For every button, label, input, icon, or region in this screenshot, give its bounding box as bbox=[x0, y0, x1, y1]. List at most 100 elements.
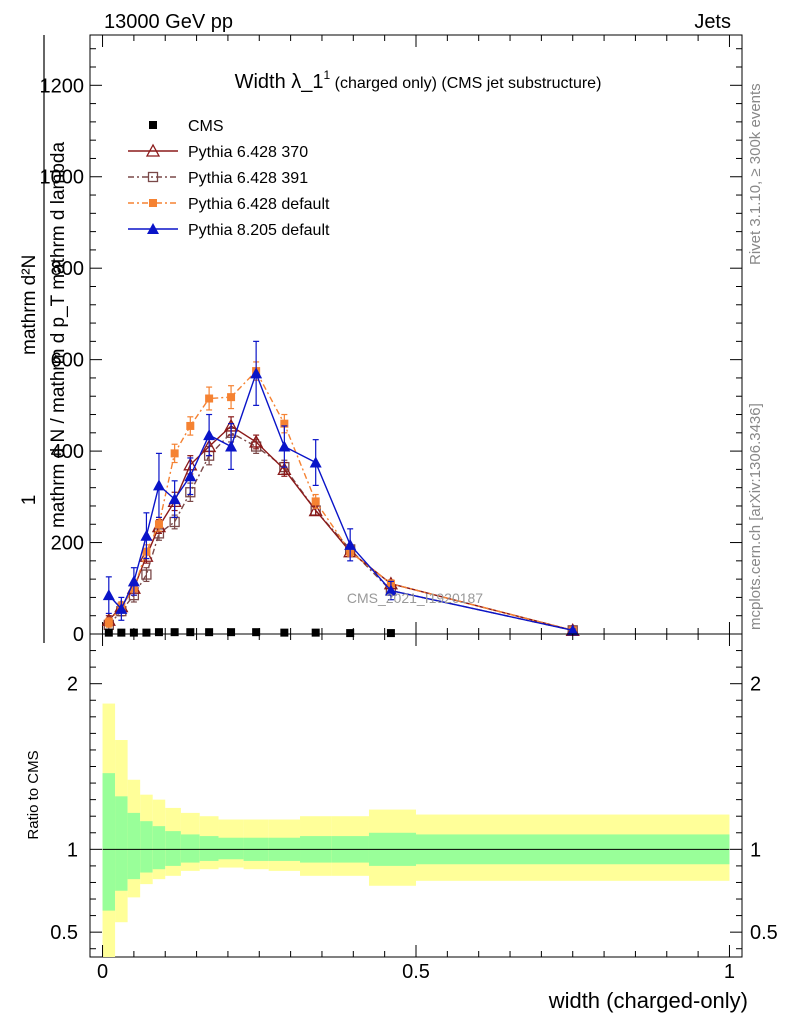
legend-entry-p6def: Pythia 6.428 default bbox=[128, 196, 330, 213]
ratio-band-inner bbox=[180, 834, 200, 863]
y-tick-label: 600 bbox=[51, 350, 84, 372]
ratio-y-tick-label: 2 bbox=[67, 674, 78, 696]
data-point-p8 bbox=[384, 584, 397, 596]
y-tick-label: 1200 bbox=[40, 75, 85, 97]
legend-entry-p391: Pythia 6.428 391 bbox=[128, 170, 308, 187]
data-point-p8 bbox=[225, 440, 238, 452]
ratio-bands bbox=[102, 703, 730, 957]
data-point-p6def bbox=[186, 421, 195, 430]
ratio-y-tick-label-right: 2 bbox=[750, 674, 761, 696]
data-point-cms bbox=[280, 628, 289, 637]
watermark: CMS_2021_I1920187 bbox=[347, 590, 483, 606]
legend-marker-p391 bbox=[147, 171, 159, 183]
y-tick-label: 0 bbox=[73, 624, 84, 646]
ratio-band-inner bbox=[115, 796, 128, 891]
title-main: Width λ_1 bbox=[235, 71, 324, 93]
ratio-band-inner bbox=[152, 826, 166, 870]
legend-label-p370: Pythia 6.428 370 bbox=[188, 144, 308, 161]
y-tick-label: 400 bbox=[51, 441, 84, 463]
data-point-p8 bbox=[203, 429, 216, 441]
data-point-cms bbox=[227, 628, 236, 637]
data-point-cms bbox=[205, 628, 214, 637]
data-point-p8 bbox=[127, 575, 140, 587]
side-label-mcplots: mcplots.cern.ch [arXiv:1306.3436] bbox=[747, 403, 764, 630]
data-point-cms bbox=[170, 628, 179, 637]
ratio-band-inner bbox=[199, 836, 219, 861]
legend: CMS Pythia 6.428 370 Pythia 6.428 391 Pythi… bbox=[128, 118, 330, 239]
data-point-p6def bbox=[104, 618, 113, 627]
data-point-p6def bbox=[280, 419, 289, 428]
ratio-ylabel: Ratio to CMS bbox=[25, 750, 42, 839]
ylabel-numerator: 1 bbox=[19, 495, 40, 506]
legend-marker-cms bbox=[149, 121, 157, 129]
y-tick-label: 800 bbox=[51, 258, 84, 280]
ratio-y-tick-label: 1 bbox=[67, 839, 78, 861]
data-point-p370 bbox=[308, 503, 323, 517]
legend-entry-p8: Pythia 8.205 default bbox=[128, 222, 330, 239]
data-point-cms bbox=[186, 628, 195, 637]
ratio-band-inner bbox=[165, 831, 181, 866]
data-point-p8 bbox=[344, 538, 357, 550]
data-point-p8 bbox=[168, 493, 181, 505]
x-tick-label: 0.5 bbox=[402, 961, 430, 983]
title-sup: 1 bbox=[324, 68, 331, 82]
ratio-band-inner bbox=[102, 773, 116, 911]
data-point-p6def bbox=[227, 393, 236, 402]
main-ylabel: mathrm d²N 1 mathrm d N / mathrm d p_T m… bbox=[19, 35, 69, 643]
data-point-cms bbox=[346, 629, 355, 638]
data-point-cms bbox=[129, 628, 138, 637]
series-p8 bbox=[102, 340, 579, 636]
data-point-cms bbox=[252, 628, 261, 637]
data-point-p8 bbox=[250, 367, 263, 379]
header-right: Jets bbox=[694, 11, 731, 33]
x-tick-label: 1 bbox=[724, 961, 735, 983]
data-point-p8 bbox=[278, 440, 291, 452]
legend-entry-p370: Pythia 6.428 370 bbox=[128, 143, 308, 161]
data-point-cms bbox=[311, 628, 320, 637]
data-point-p8 bbox=[140, 529, 153, 541]
data-point-p391 bbox=[141, 569, 152, 580]
x-tick-label: 0 bbox=[97, 961, 108, 983]
data-point-p8 bbox=[566, 624, 579, 636]
data-point-p370 bbox=[139, 548, 154, 562]
data-point-cms bbox=[104, 628, 113, 637]
legend-entry-cms: CMS bbox=[149, 118, 224, 135]
data-point-cms bbox=[386, 629, 395, 638]
data-point-p8 bbox=[184, 470, 197, 482]
data-point-p370 bbox=[249, 434, 264, 448]
legend-label-cms: CMS bbox=[188, 118, 224, 135]
data-point-cms bbox=[154, 628, 163, 637]
legend-marker-p370 bbox=[145, 143, 161, 157]
main-plot-marks bbox=[101, 340, 580, 638]
y-tick-label: 1000 bbox=[40, 167, 85, 189]
legend-marker-p6def bbox=[149, 199, 157, 207]
y-tick-label: 200 bbox=[51, 533, 84, 555]
ratio-axis-ticks: 0.5 0.5 1 1 2 2 0 0.5 1 bbox=[50, 634, 778, 983]
data-point-p8 bbox=[115, 602, 128, 614]
ratio-panel-frame bbox=[89, 633, 743, 958]
chart-title: Width λ_11 (charged only) (CMS jet subst… bbox=[235, 68, 602, 93]
data-point-p6def bbox=[154, 520, 163, 529]
data-point-p8 bbox=[102, 589, 115, 601]
data-point-p370 bbox=[277, 462, 292, 476]
data-point-p6def bbox=[170, 449, 179, 458]
main-axis-ticks: 0 200 400 600 800 1000 1200 bbox=[40, 35, 742, 646]
ratio-band-inner bbox=[218, 837, 244, 860]
data-point-cms bbox=[142, 628, 151, 637]
ratio-y-tick-label-right: 0.5 bbox=[750, 922, 778, 944]
ratio-band-inner bbox=[127, 812, 141, 880]
series-line-p391 bbox=[108, 431, 573, 631]
data-point-p8 bbox=[309, 456, 322, 468]
ylabel-denominator: mathrm d N / mathrm d p_T mathrm d lambd… bbox=[48, 142, 69, 529]
ylabel-dsquared: mathrm d²N bbox=[19, 255, 40, 355]
legend-label-p391: Pythia 6.428 391 bbox=[188, 170, 308, 187]
legend-marker-p8 bbox=[147, 223, 159, 234]
x-axis-label: width (charged-only) bbox=[548, 988, 748, 1013]
data-point-p6def bbox=[311, 497, 320, 506]
data-point-p6def bbox=[205, 394, 214, 403]
header-left: 13000 GeV pp bbox=[104, 11, 233, 33]
legend-label-p6def: Pythia 6.428 default bbox=[188, 196, 330, 213]
title-rest: (charged only) (CMS jet substructure) bbox=[330, 75, 601, 92]
series-cms bbox=[104, 628, 395, 638]
